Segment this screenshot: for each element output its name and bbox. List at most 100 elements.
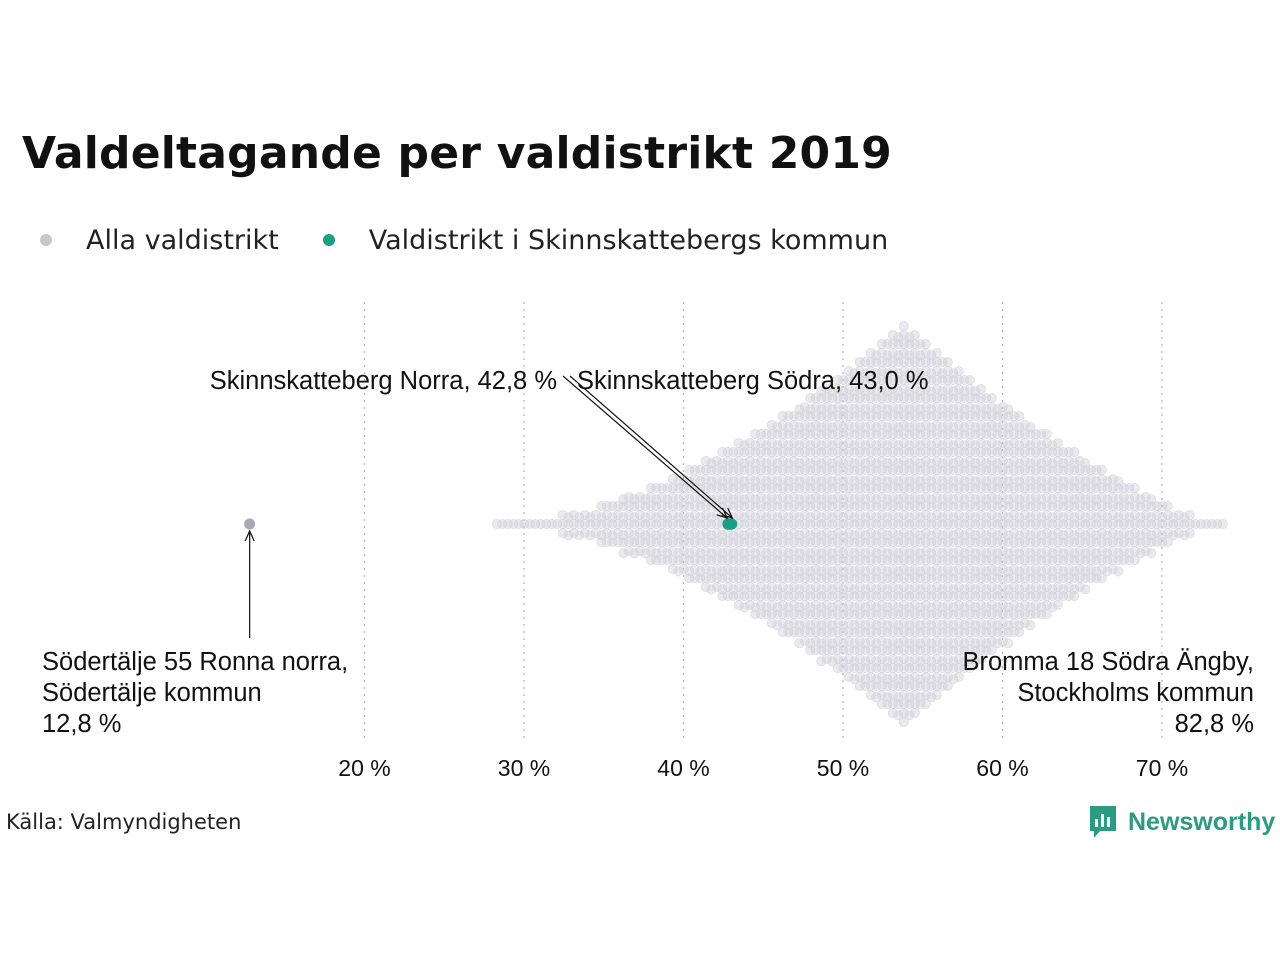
district-dot	[706, 483, 717, 493]
district-dot	[717, 494, 728, 505]
district-dot	[827, 476, 838, 487]
district-dot	[766, 618, 777, 628]
district-dot	[882, 530, 893, 541]
legend-label-highlight: Valdistrikt i Skinnskattebergs kommun	[368, 224, 889, 256]
district-dot	[662, 555, 673, 565]
district-dot	[904, 440, 915, 451]
district-dot	[843, 672, 854, 682]
district-dot	[656, 555, 667, 565]
district-dot	[882, 699, 893, 709]
district-dot	[865, 690, 876, 700]
district-dot	[860, 404, 871, 415]
district-dot	[695, 476, 706, 487]
district-dot	[706, 548, 717, 559]
district-dot	[887, 708, 898, 718]
district-dot	[827, 591, 838, 601]
district-dot	[717, 465, 728, 475]
district-dot	[838, 386, 849, 397]
district-dot	[871, 674, 882, 685]
district-dot	[860, 620, 871, 631]
district-dot	[640, 548, 651, 559]
district-dot	[904, 591, 915, 601]
district-dot	[717, 537, 728, 547]
district-dot	[893, 656, 904, 667]
district-dot	[904, 368, 915, 379]
district-dot	[695, 573, 706, 583]
district-dot	[1041, 429, 1052, 439]
x-axis: 20 %30 %40 %50 %60 %70 %80 %	[338, 755, 1188, 781]
district-dot	[640, 494, 651, 505]
district-dot	[904, 674, 915, 685]
district-dot	[882, 447, 893, 457]
district-dot	[893, 584, 904, 595]
district-dot	[728, 584, 739, 595]
district-dot	[629, 501, 640, 511]
district-dot	[761, 440, 772, 451]
district-dot	[904, 692, 915, 703]
district-dot	[860, 422, 871, 433]
district-dot	[827, 465, 838, 475]
district-dot	[706, 512, 717, 523]
district-dot	[772, 573, 783, 583]
district-dot	[739, 566, 750, 577]
district-dot	[772, 555, 783, 565]
district-dot	[953, 366, 964, 376]
district-dot	[574, 512, 585, 523]
district-dot	[915, 357, 926, 367]
district-dot	[1069, 591, 1080, 601]
district-dot	[805, 584, 816, 595]
district-dot	[838, 375, 849, 385]
district-dot	[761, 548, 772, 559]
district-dot	[706, 537, 717, 547]
district-dot	[783, 548, 794, 559]
district-dot	[684, 512, 695, 523]
district-dot	[893, 602, 904, 613]
district-dot	[640, 501, 651, 511]
district-dot	[805, 573, 816, 583]
district-dot	[684, 501, 695, 511]
district-dot	[882, 537, 893, 547]
district-dot	[662, 519, 673, 529]
district-dot	[893, 411, 904, 421]
district-dot	[860, 627, 871, 637]
district-dot	[838, 656, 849, 667]
district-dot	[871, 692, 882, 703]
district-dot	[794, 465, 805, 475]
district-dot	[794, 440, 805, 451]
district-dot	[739, 548, 750, 559]
district-dot	[673, 548, 684, 559]
district-dot	[816, 386, 827, 397]
district-dot	[761, 501, 772, 511]
district-dot	[849, 555, 860, 565]
district-dot	[893, 645, 904, 655]
district-dot	[838, 555, 849, 565]
district-dot	[772, 458, 783, 469]
district-dot	[805, 404, 816, 415]
district-dot	[871, 645, 882, 655]
x-tick-label: 70 %	[1136, 755, 1188, 781]
district-dot	[860, 555, 871, 565]
district-dot	[524, 519, 535, 529]
district-dot	[761, 494, 772, 505]
annotation-low-line: Södertälje kommun	[42, 679, 262, 707]
district-dot	[568, 528, 579, 538]
district-dot	[882, 440, 893, 451]
district-dot	[904, 458, 915, 469]
district-dot	[651, 548, 662, 559]
district-dot	[728, 566, 739, 577]
district-dot	[794, 555, 805, 565]
annotation-low-line: Södertälje 55 Ronna norra,	[42, 648, 348, 676]
annotation-low-line: 12,8 %	[42, 710, 121, 738]
district-dot	[695, 566, 706, 577]
district-dot	[849, 620, 860, 631]
district-dot	[849, 566, 860, 577]
district-dot	[750, 609, 761, 619]
x-tick-label: 40 %	[657, 755, 709, 781]
district-dot	[904, 512, 915, 523]
district-dot	[717, 530, 728, 541]
district-dot	[849, 422, 860, 433]
district-dot	[816, 602, 827, 613]
district-dot	[618, 512, 629, 523]
district-dot	[805, 447, 816, 457]
district-dot	[904, 555, 915, 565]
